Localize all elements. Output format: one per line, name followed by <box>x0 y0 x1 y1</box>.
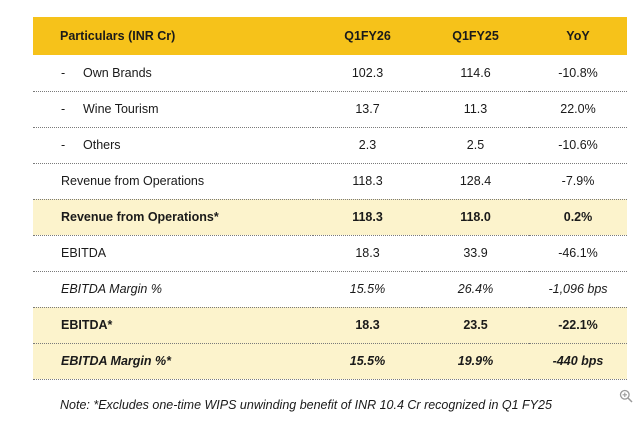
header-yoy: YoY <box>566 29 590 43</box>
cell-q1fy26: 18.3 <box>313 307 422 344</box>
cell-q1fy26: 15.5% <box>313 271 422 308</box>
table-row-own-brands: - Own Brands 102.3 114.6 -10.8% <box>33 55 627 92</box>
cell-yoy: 22.0% <box>529 91 627 128</box>
row-label: Wine Tourism <box>83 102 159 116</box>
table-row-ebitda: EBITDA 18.3 33.9 -46.1% <box>33 235 627 272</box>
row-label: EBITDA <box>33 235 313 272</box>
cell-q1fy25: 128.4 <box>422 163 529 200</box>
cell-yoy: -10.8% <box>529 55 627 92</box>
cell-q1fy26: 102.3 <box>313 55 422 92</box>
header-q1fy25: Q1FY25 <box>452 29 499 43</box>
cell-q1fy25: 11.3 <box>422 91 529 128</box>
cell-yoy: 0.2% <box>529 199 627 236</box>
sub-item-marker: - <box>61 138 66 152</box>
table-row-ebitda-adjusted: EBITDA* 18.3 23.5 -22.1% <box>33 307 627 344</box>
row-label-cell: - Others <box>33 127 313 164</box>
row-label: Others <box>83 138 121 152</box>
sub-item-marker: - <box>61 65 66 80</box>
row-label-cell: - Own Brands <box>33 55 313 92</box>
table-row-revenue-adjusted: Revenue from Operations* 118.3 118.0 0.2… <box>33 199 627 236</box>
row-label: EBITDA Margin %* <box>33 343 313 380</box>
footnote: Note: *Excludes one-time WIPS unwinding … <box>60 398 552 412</box>
header-particulars: Particulars (INR Cr) <box>60 29 176 43</box>
cell-q1fy25: 23.5 <box>422 307 529 344</box>
cell-q1fy26: 13.7 <box>313 91 422 128</box>
financial-table: Particulars (INR Cr) Q1FY26 Q1FY25 YoY -… <box>33 17 627 380</box>
cell-yoy: -440 bps <box>529 343 627 380</box>
table-row-ebitda-margin: EBITDA Margin % 15.5% 26.4% -1,096 bps <box>33 271 627 308</box>
row-label: EBITDA Margin % <box>33 271 313 308</box>
row-label: Own Brands <box>83 65 152 80</box>
sub-item-marker: - <box>61 102 66 116</box>
cell-q1fy26: 118.3 <box>313 163 422 200</box>
table-header-row: Particulars (INR Cr) Q1FY26 Q1FY25 YoY <box>33 17 627 55</box>
cell-q1fy25: 26.4% <box>422 271 529 308</box>
table-row-others: - Others 2.3 2.5 -10.6% <box>33 127 627 164</box>
zoom-in-icon[interactable] <box>619 389 633 403</box>
cell-yoy: -22.1% <box>529 307 627 344</box>
cell-q1fy26: 18.3 <box>313 235 422 272</box>
cell-yoy: -10.6% <box>529 127 627 164</box>
header-q1fy26: Q1FY26 <box>344 29 391 43</box>
cell-q1fy26: 2.3 <box>313 127 422 164</box>
cell-yoy: -46.1% <box>529 235 627 272</box>
table-row-revenue: Revenue from Operations 118.3 128.4 -7.9… <box>33 163 627 200</box>
row-label: Revenue from Operations* <box>33 199 313 236</box>
cell-q1fy25: 33.9 <box>422 235 529 272</box>
table-row-ebitda-margin-adjusted: EBITDA Margin %* 15.5% 19.9% -440 bps <box>33 343 627 380</box>
table-row-wine-tourism: - Wine Tourism 13.7 11.3 22.0% <box>33 91 627 128</box>
cell-yoy: -7.9% <box>529 163 627 200</box>
cell-yoy: -1,096 bps <box>529 271 627 308</box>
cell-q1fy25: 2.5 <box>422 127 529 164</box>
cell-q1fy25: 114.6 <box>422 55 529 92</box>
cell-q1fy25: 19.9% <box>422 343 529 380</box>
cell-q1fy25: 118.0 <box>422 199 529 236</box>
cell-q1fy26: 15.5% <box>313 343 422 380</box>
cell-q1fy26: 118.3 <box>313 199 422 236</box>
row-label: EBITDA* <box>33 307 313 344</box>
row-label-cell: - Wine Tourism <box>33 91 313 128</box>
row-label: Revenue from Operations <box>33 163 313 200</box>
